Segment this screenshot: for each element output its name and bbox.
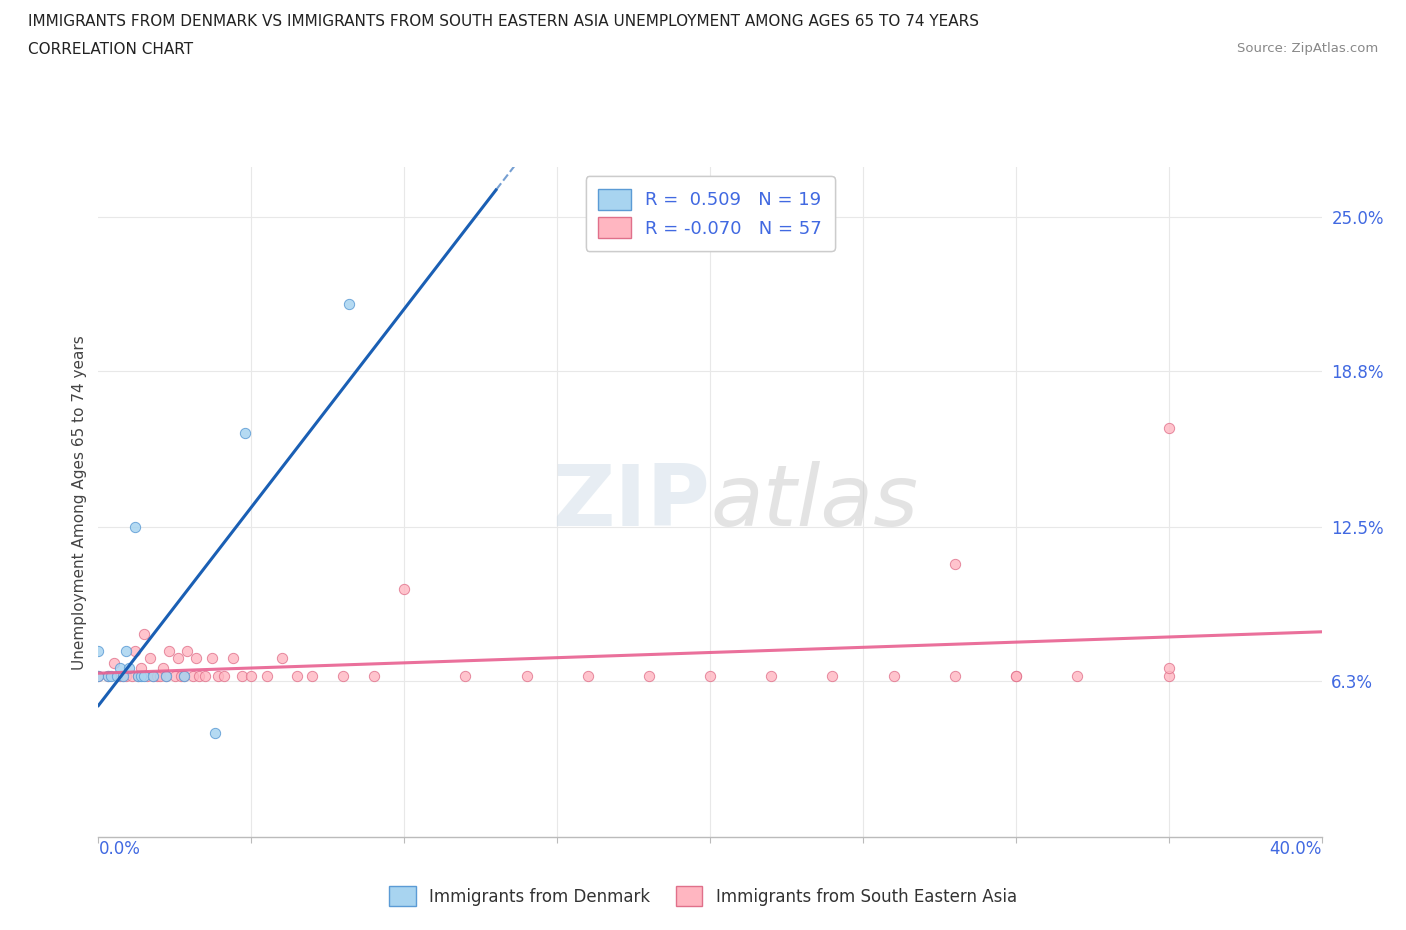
- Point: [155, 669, 177, 684]
- Point: [142, 669, 165, 684]
- Point: [176, 644, 198, 658]
- Point: [222, 651, 245, 666]
- Point: [163, 669, 186, 684]
- Point: [270, 651, 292, 666]
- Point: [943, 557, 966, 572]
- Point: [1157, 669, 1180, 684]
- Point: [516, 669, 538, 684]
- Point: [186, 651, 208, 666]
- Point: [240, 669, 263, 684]
- Point: [883, 669, 905, 684]
- Point: [108, 669, 131, 684]
- Point: [256, 669, 278, 684]
- Point: [194, 669, 217, 684]
- Point: [204, 725, 226, 740]
- Point: [454, 669, 477, 684]
- Point: [170, 669, 193, 684]
- Point: [188, 669, 211, 684]
- Y-axis label: Unemployment Among Ages 65 to 74 years: Unemployment Among Ages 65 to 74 years: [72, 335, 87, 670]
- Point: [1004, 669, 1026, 684]
- Point: [124, 644, 146, 658]
- Text: ZIP: ZIP: [553, 460, 710, 544]
- Point: [115, 644, 138, 658]
- Point: [576, 669, 599, 684]
- Text: Source: ZipAtlas.com: Source: ZipAtlas.com: [1237, 42, 1378, 55]
- Point: [149, 669, 172, 684]
- Point: [142, 669, 165, 684]
- Point: [173, 669, 195, 684]
- Point: [139, 651, 162, 666]
- Point: [124, 520, 146, 535]
- Point: [699, 669, 721, 684]
- Point: [301, 669, 323, 684]
- Point: [145, 669, 167, 684]
- Point: [87, 669, 110, 684]
- Point: [100, 669, 122, 684]
- Point: [111, 669, 134, 684]
- Point: [103, 656, 125, 671]
- Point: [233, 425, 256, 440]
- Point: [332, 669, 354, 684]
- Point: [115, 669, 138, 684]
- Point: [108, 661, 131, 676]
- Point: [136, 669, 159, 684]
- Point: [759, 669, 782, 684]
- Point: [943, 669, 966, 684]
- Point: [127, 669, 149, 684]
- Point: [821, 669, 844, 684]
- Point: [212, 669, 235, 684]
- Point: [392, 581, 416, 596]
- Point: [1066, 669, 1088, 684]
- Point: [129, 669, 152, 684]
- Text: 0.0%: 0.0%: [98, 841, 141, 858]
- Text: CORRELATION CHART: CORRELATION CHART: [28, 42, 193, 57]
- Point: [200, 651, 222, 666]
- Point: [152, 661, 174, 676]
- Point: [157, 644, 180, 658]
- Point: [129, 661, 152, 676]
- Point: [97, 669, 120, 684]
- Text: 40.0%: 40.0%: [1270, 841, 1322, 858]
- Point: [167, 651, 190, 666]
- Point: [207, 669, 229, 684]
- Point: [134, 626, 156, 641]
- Point: [127, 669, 149, 684]
- Legend: Immigrants from Denmark, Immigrants from South Eastern Asia: Immigrants from Denmark, Immigrants from…: [382, 880, 1024, 912]
- Text: IMMIGRANTS FROM DENMARK VS IMMIGRANTS FROM SOUTH EASTERN ASIA UNEMPLOYMENT AMONG: IMMIGRANTS FROM DENMARK VS IMMIGRANTS FR…: [28, 14, 979, 29]
- Point: [173, 669, 195, 684]
- Point: [87, 644, 110, 658]
- Point: [231, 669, 253, 684]
- Point: [1004, 669, 1026, 684]
- Point: [134, 669, 156, 684]
- Point: [181, 669, 204, 684]
- Point: [155, 669, 177, 684]
- Point: [111, 669, 134, 684]
- Point: [1157, 661, 1180, 676]
- Point: [363, 669, 385, 684]
- Legend: R =  0.509   N = 19, R = -0.070   N = 57: R = 0.509 N = 19, R = -0.070 N = 57: [585, 177, 835, 251]
- Point: [87, 669, 110, 684]
- Point: [1157, 420, 1180, 435]
- Text: atlas: atlas: [710, 460, 918, 544]
- Point: [105, 669, 128, 684]
- Point: [121, 669, 143, 684]
- Point: [337, 297, 360, 312]
- Point: [637, 669, 661, 684]
- Point: [118, 661, 141, 676]
- Point: [285, 669, 308, 684]
- Point: [97, 669, 120, 684]
